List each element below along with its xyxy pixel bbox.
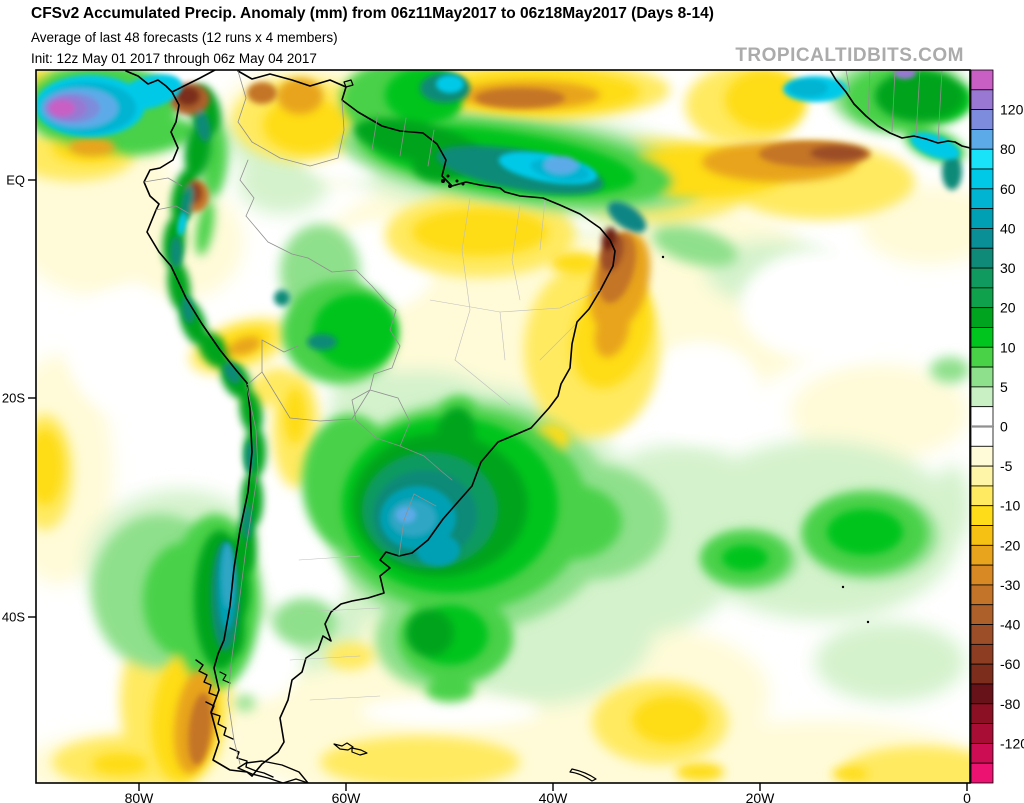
island-dot xyxy=(841,585,845,589)
colorbar-cell xyxy=(970,742,994,764)
x-tick-label: 60W xyxy=(332,790,362,803)
colorbar-cell xyxy=(970,683,994,705)
colorbar-cell xyxy=(970,307,994,328)
colorbar-label: 20 xyxy=(1000,300,1016,316)
colorbar-cell xyxy=(970,267,994,289)
colorbar-cell xyxy=(970,406,994,427)
colorbar-cell xyxy=(970,129,994,150)
colorbar-label: 0 xyxy=(1000,419,1008,435)
colorbar-cell xyxy=(970,465,994,487)
colorbar-label: 30 xyxy=(1000,260,1016,276)
island-dot xyxy=(661,255,665,259)
island-dot xyxy=(441,179,445,183)
colorbar-label: 5 xyxy=(1000,379,1008,395)
colorbar-label: -20 xyxy=(1000,537,1020,553)
colorbar-cell xyxy=(970,604,994,625)
colorbar-cell xyxy=(970,624,994,645)
chart-subtitle: Average of last 48 forecasts (12 runs x … xyxy=(31,30,338,45)
colorbar-cell xyxy=(970,168,994,190)
island-dot xyxy=(455,179,459,183)
colorbar-cell xyxy=(970,544,994,566)
coastlines-and-borders xyxy=(125,70,970,783)
map-frame xyxy=(35,69,971,784)
colorbar-label: -40 xyxy=(1000,617,1020,633)
colorbar-cell xyxy=(970,505,994,526)
colorbar-cell xyxy=(970,287,994,309)
x-axis: 80W 60W 40W 20W 0 xyxy=(125,783,971,803)
y-axis: EQ 20S 40S xyxy=(2,173,36,625)
tropicaltidbits-watermark: TROPICALTIDBITS.COM xyxy=(735,45,964,66)
colorbar-label: 10 xyxy=(1000,339,1016,355)
anomaly-blob-layer-6 xyxy=(36,70,960,630)
y-tick-label: 20S xyxy=(2,391,25,406)
colorbar-cell xyxy=(970,703,994,724)
colorbar-cell xyxy=(970,584,994,606)
colorbar-cell xyxy=(970,643,994,665)
x-tick-label: 80W xyxy=(125,790,155,803)
colorbar-label: -30 xyxy=(1000,577,1020,593)
colorbar-label: -10 xyxy=(1000,498,1020,514)
colorbar-cell xyxy=(970,663,994,685)
y-tick-label: 40S xyxy=(2,610,25,625)
colorbar-cell xyxy=(970,148,994,170)
chart-title: CFSv2 Accumulated Precip. Anomaly (mm) f… xyxy=(31,5,714,22)
colorbar-cell xyxy=(970,327,994,348)
colorbar-cell xyxy=(970,386,994,408)
colorbar-cell xyxy=(970,525,994,546)
colorbar-cell xyxy=(970,188,994,210)
y-tick-label: EQ xyxy=(6,173,25,188)
colorbar-cell xyxy=(970,564,994,586)
colorbar-cell xyxy=(970,69,994,91)
colorbar-cell xyxy=(970,445,994,467)
island-dot xyxy=(461,182,465,186)
colorbar-label: -5 xyxy=(1000,458,1013,474)
colorbar-cell xyxy=(970,346,994,368)
colorbar-cell xyxy=(970,762,994,784)
island-dot xyxy=(448,184,452,188)
x-tick-label: 0 xyxy=(963,790,971,803)
colorbar-label: 40 xyxy=(1000,220,1016,236)
colorbar-label: -80 xyxy=(1000,696,1020,712)
colorbar-cell xyxy=(970,723,994,744)
x-tick-label: 20W xyxy=(746,790,776,803)
map-area xyxy=(36,70,970,783)
colorbar-cell xyxy=(970,366,994,388)
island-dot xyxy=(866,620,870,624)
colorbar-cell xyxy=(970,485,994,507)
chart-init-line: Init: 12z May 01 2017 through 06z May 04… xyxy=(31,51,317,66)
colorbar-label: 60 xyxy=(1000,181,1016,197)
colorbar-cell xyxy=(970,247,994,269)
colorbar-cell xyxy=(970,228,994,249)
colorbar-label: 120 xyxy=(1000,102,1024,118)
island-dot xyxy=(446,174,450,178)
colorbar-cell xyxy=(970,426,994,447)
colorbar-cell xyxy=(970,208,994,229)
colorbar-cell xyxy=(970,109,994,130)
colorbar: 120 80 60 40 30 20 10 5 0 -5 -10 -20 -30 -40 -60 -80 -12… xyxy=(970,69,1024,784)
colorbar-label: -60 xyxy=(1000,656,1020,672)
colorbar-label: 80 xyxy=(1000,141,1016,157)
x-tick-label: 40W xyxy=(539,790,569,803)
colorbar-cell xyxy=(970,89,994,111)
colorbar-label: -120 xyxy=(1000,735,1024,751)
